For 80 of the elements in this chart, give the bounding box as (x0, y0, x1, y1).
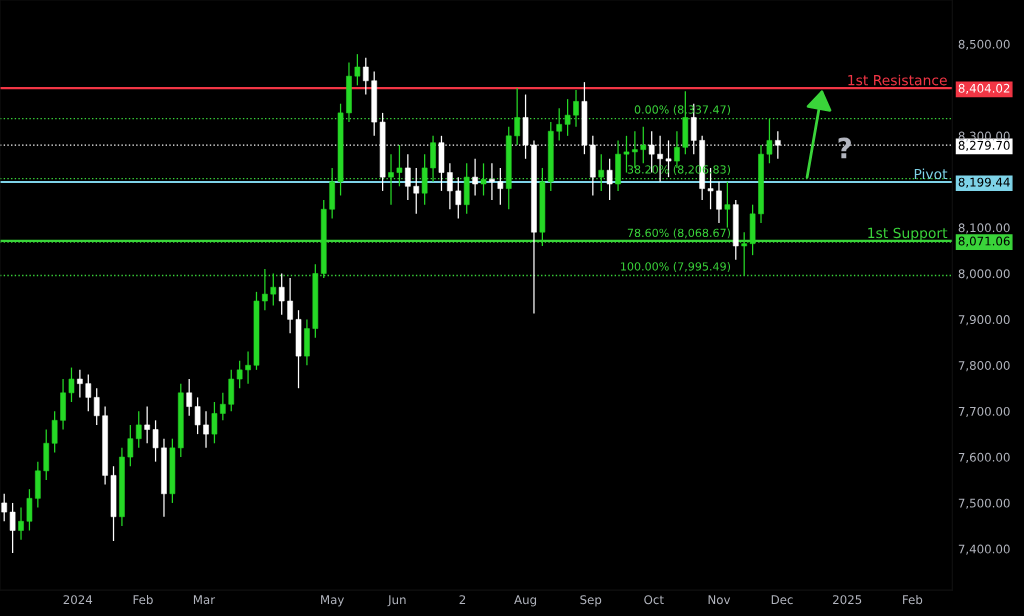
x-tick-label: Nov (708, 595, 731, 605)
candlestick (564, 98, 571, 137)
candlestick (93, 387, 100, 426)
y-tick-label: 8,279.70 (958, 140, 1010, 151)
candlestick (640, 126, 647, 164)
candlestick (186, 378, 193, 417)
y-tick-label: 7,600.00 (958, 452, 1010, 463)
x-tick-label: Jun (387, 595, 406, 607)
candlestick (766, 118, 773, 164)
x-tick-label: 2025 (833, 595, 862, 605)
candlestick (354, 53, 361, 86)
candlestick (194, 396, 201, 435)
candlestick (480, 162, 487, 197)
candlestick (623, 135, 630, 174)
y-tick-label: 7,700.00 (958, 406, 1010, 418)
x-tick-label: Feb (133, 594, 153, 605)
candlestick (26, 488, 33, 532)
x-tick-label: 2024 (63, 595, 93, 605)
x-tick-label: 2 (459, 595, 466, 604)
candlestick (135, 410, 142, 449)
y-tick-label: 8,500.00 (958, 39, 1010, 50)
candlestick (278, 272, 285, 316)
candlestick (573, 89, 579, 128)
candlestick (262, 268, 268, 311)
candlestick (245, 350, 251, 385)
annotation: 78.60% (8,068.67) (627, 228, 731, 239)
ref-line-label: Pivot (914, 168, 948, 180)
candlestick (236, 360, 243, 389)
candlestick (152, 419, 159, 463)
y-tick-label: 7,800.00 (958, 361, 1010, 372)
candlestick (203, 410, 209, 449)
candlestick (716, 181, 722, 224)
candlestick (9, 502, 16, 554)
candlestick (396, 144, 403, 187)
y-tick-label: 7,500.00 (958, 498, 1010, 509)
candlestick (144, 405, 150, 444)
candlestick (211, 401, 218, 444)
x-tick-label: Mar (193, 595, 216, 605)
candlestick (447, 162, 453, 210)
candlestick (514, 87, 520, 146)
candlestick (220, 392, 226, 421)
candlestick (287, 277, 293, 334)
y-tick-label: 8,071.06 (958, 236, 1010, 247)
x-tick-label: May (321, 595, 345, 607)
y-tick-label: 7,400.00 (958, 544, 1010, 555)
y-tick-label: 7,900.00 (958, 315, 1010, 326)
annotation: 100.00% (7,995.49) (621, 262, 731, 272)
x-tick-label: Feb (903, 594, 923, 605)
x-tick-label: Dec (771, 595, 793, 605)
ref-line-label: 1st Resistance (848, 74, 947, 86)
x-tick-label: Sep (580, 595, 602, 607)
candlestick (598, 153, 605, 192)
candlestick (724, 181, 731, 229)
candlestick (68, 366, 75, 403)
candlestick (1, 493, 8, 522)
candlestick (405, 153, 411, 201)
y-tick-label: 8,199.44 (958, 177, 1010, 188)
candlestick (455, 176, 462, 220)
x-tick-label: Aug (514, 595, 537, 607)
candlestick (127, 424, 134, 467)
candlestick (606, 158, 613, 201)
candlestick (741, 231, 747, 277)
candlestick (362, 57, 369, 96)
candlestick (18, 506, 24, 541)
candlestick (85, 373, 92, 412)
candlestick (77, 369, 83, 399)
y-tick-label: 8,100.00 (958, 223, 1010, 234)
x-tick-label: Oct (644, 595, 664, 605)
ref-line-label: 1st Support (868, 227, 948, 241)
y-tick-label: 8,404.02 (958, 83, 1010, 94)
y-tick-label: 8,000.00 (958, 269, 1010, 280)
candlestick (556, 107, 562, 142)
annotation: ? (838, 137, 851, 159)
candlestick (497, 167, 504, 206)
candlestick (489, 162, 495, 201)
candlestick (51, 410, 58, 454)
candlestick (413, 167, 420, 215)
candlestick (388, 153, 394, 206)
candlestick (472, 158, 478, 197)
candlestick (270, 272, 277, 307)
